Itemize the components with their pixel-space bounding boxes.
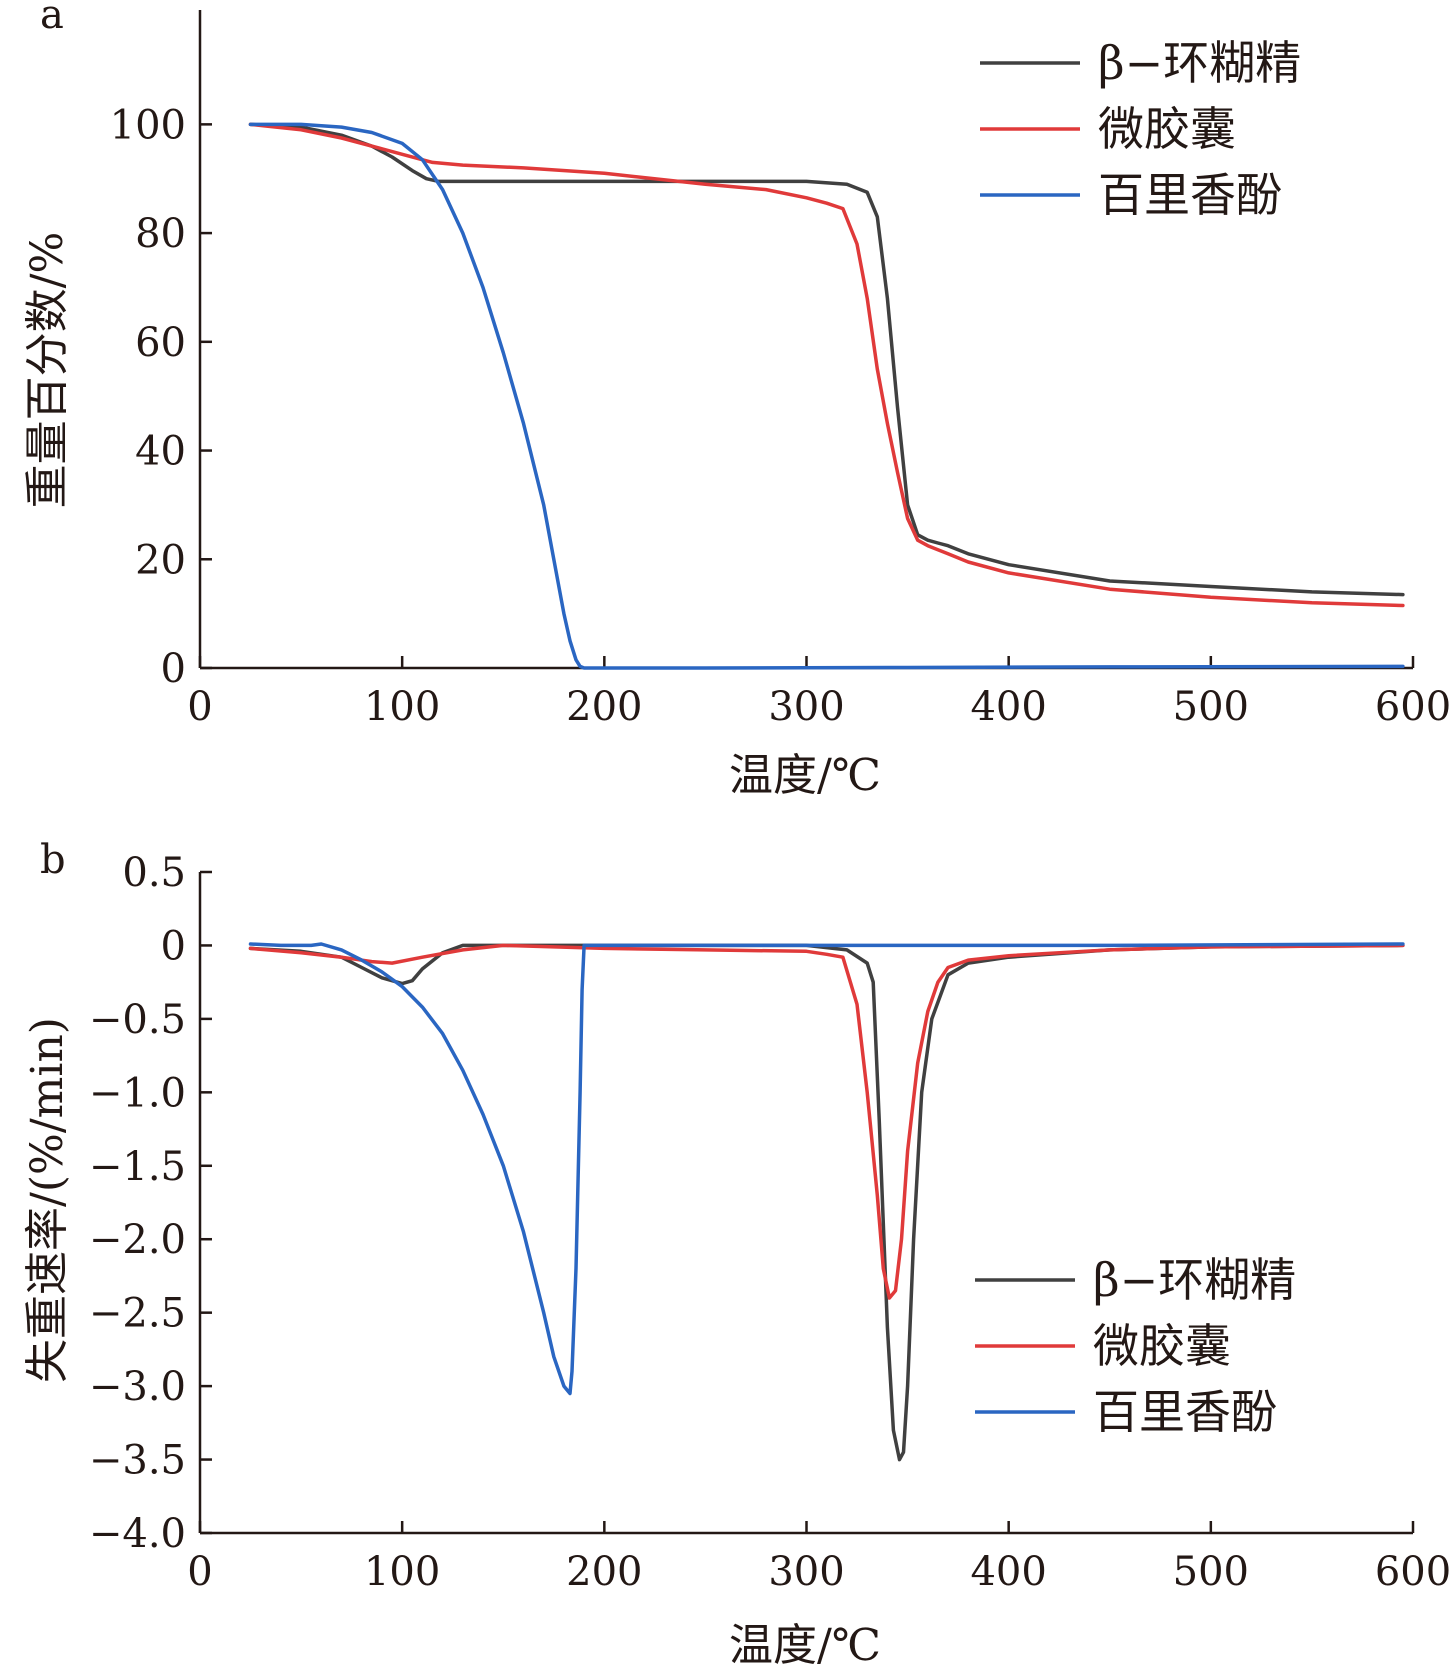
y-tick-label: −2.5 — [89, 1291, 186, 1337]
chart-panel-b: 0 100 200 300 400 500 600 0.5 0 −0.5 −1.0 −1.5 −2.0 −… — [22, 837, 1451, 1669]
legend-label: β−环糊精 — [1098, 36, 1301, 90]
chart-panel-a: 0 100 200 300 400 500 600 0 20 40 60 80 100 a 温度/℃ 重量百分… — [22, 0, 1451, 801]
x-tick-label: 200 — [566, 684, 642, 730]
y-tick-label: −3.0 — [89, 1364, 186, 1410]
y-tick-label: 0 — [161, 646, 186, 692]
x-tick-label: 200 — [566, 1549, 642, 1595]
y-axis-title: 失重速率/(%/min) — [22, 1017, 73, 1383]
x-axis-title: 温度/℃ — [729, 750, 881, 801]
y-tick-label: −1.5 — [89, 1144, 186, 1190]
y-tick-label: 80 — [135, 211, 186, 257]
y-tick-label: 0.5 — [122, 850, 186, 896]
legend-label: 百里香酚 — [1093, 1385, 1277, 1439]
x-tick-label: 500 — [1173, 1549, 1249, 1595]
legend-label: 微胶囊 — [1093, 1319, 1231, 1373]
x-tick-label: 600 — [1375, 1549, 1451, 1595]
x-tick-label: 0 — [187, 684, 212, 730]
y-tick-label: −3.5 — [89, 1438, 186, 1484]
series-line-0 — [248, 943, 1405, 1462]
y-tick-label: 40 — [135, 429, 186, 475]
x-tick-label: 500 — [1173, 684, 1249, 730]
series-line-2 — [248, 942, 1405, 1396]
x-axis-title: 温度/℃ — [729, 1620, 881, 1669]
series-line-0 — [248, 122, 1405, 597]
y-tick-label: 20 — [135, 537, 186, 583]
panel-label: b — [40, 837, 66, 883]
y-tick-label: 60 — [135, 320, 186, 366]
x-tick-label: 100 — [364, 1549, 440, 1595]
x-tick-label: 400 — [970, 684, 1046, 730]
legend-label: β−环糊精 — [1093, 1253, 1296, 1307]
legend-label: 微胶囊 — [1098, 102, 1236, 156]
x-tick-label: 0 — [187, 1549, 212, 1595]
panel-label: a — [40, 0, 64, 38]
x-tick-label: 600 — [1375, 684, 1451, 730]
x-tick-label: 300 — [768, 684, 844, 730]
x-tick-label: 300 — [768, 1549, 844, 1595]
x-tick-label: 100 — [364, 684, 440, 730]
y-tick-label: −4.0 — [89, 1511, 186, 1557]
legend-label: 百里香酚 — [1098, 168, 1282, 222]
y-tick-label: −0.5 — [89, 997, 186, 1043]
series-line-1 — [248, 943, 1405, 1300]
y-axis-title: 重量百分数/% — [22, 232, 73, 509]
y-tick-label: 100 — [110, 102, 186, 148]
y-tick-label: −1.0 — [89, 1070, 186, 1116]
x-tick-label: 400 — [970, 1549, 1046, 1595]
y-tick-label: 0 — [161, 923, 186, 969]
series-line-2 — [248, 122, 1405, 670]
y-tick-label: −2.0 — [89, 1217, 186, 1263]
